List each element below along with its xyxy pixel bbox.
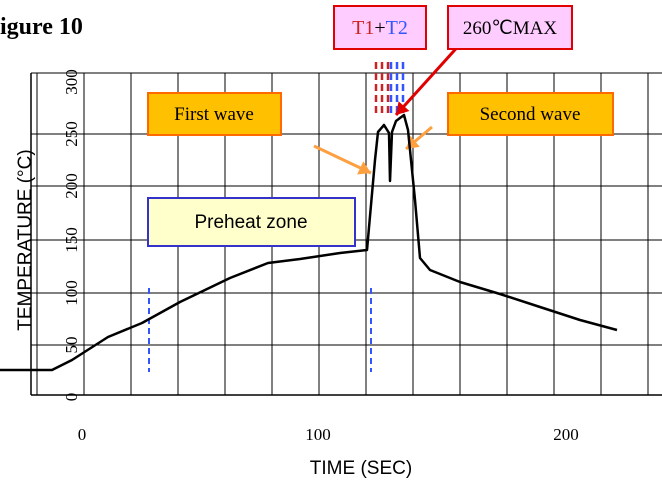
preheat-zone-label: Preheat zone [194,212,307,233]
max-label: 260℃MAX [463,18,557,39]
curve-layer [0,113,618,372]
figure-label: igure 10 [0,14,83,40]
max-label-box [447,5,573,50]
y-tick-label-200: 200 [62,173,81,199]
first-wave-label: First wave [174,104,254,125]
t1-t2-box [333,5,427,50]
x-tick-label-100: 100 [305,425,331,444]
y-tick-label-300: 300 [62,69,81,95]
t1-label: T1 [352,17,374,39]
y-tick-label-50: 50 [62,337,81,354]
y-tick-label-0: 0 [62,393,81,402]
x-tick-label-200: 200 [553,425,579,444]
y-tick-label-250: 250 [62,121,81,147]
max-arrow-head [396,101,410,115]
y-axis-title: TEMPERATURE (°C) [15,149,36,330]
second-wave-box [447,92,614,136]
preheat-zone-box [147,197,356,247]
second-wave-label: Second wave [480,104,581,125]
ticks-layer: 50 100 150 200 250 300 0 0 100 200 [62,69,579,444]
max-arrow-shaft [394,40,464,117]
temperature-curve [0,113,618,372]
y-tick-label-100: 100 [62,280,81,306]
first-wave-box [147,92,282,136]
first-wave-arrow-head [357,161,371,175]
axes-layer [30,72,662,396]
x-tick-label-0: 0 [78,425,87,444]
x-axis-title: TIME (SEC) [310,458,412,479]
t2-label: T2 [386,17,408,39]
t1-t2-label: T1+T2 [352,17,408,39]
y-tick-label-150: 150 [62,227,81,253]
plus-label: + [374,17,385,39]
